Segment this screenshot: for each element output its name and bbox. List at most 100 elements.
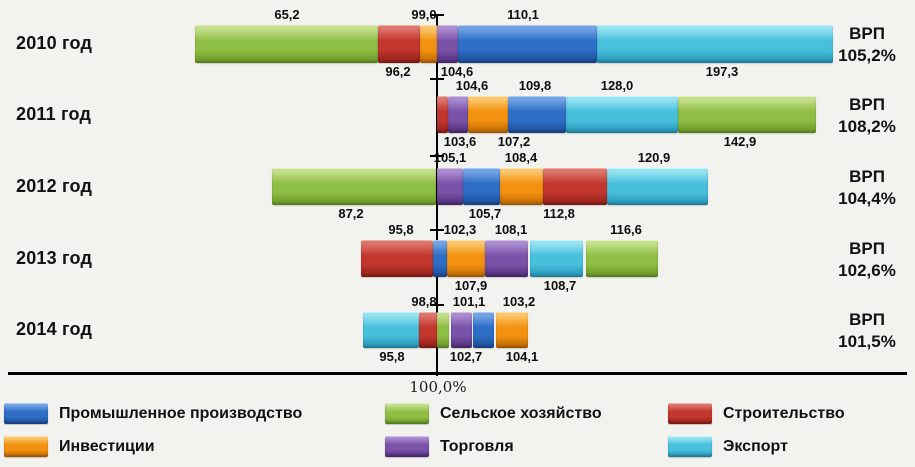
- bar-segment-orange: [500, 168, 543, 205]
- value-label: 128,0: [600, 78, 634, 93]
- bar-segment-orange: [420, 25, 437, 63]
- axis-tick: [430, 304, 444, 306]
- bar-segment-purple: [437, 168, 463, 205]
- value-label: 104,6: [440, 64, 474, 79]
- year-label: 2012 год: [16, 175, 93, 196]
- axis-tick: [430, 78, 444, 80]
- vrp-label: ВРП 108,2%: [822, 94, 912, 138]
- value-label: 107,2: [497, 134, 531, 149]
- legend-item-export: Экспорт: [668, 436, 788, 457]
- bar-segment-green: [678, 96, 816, 133]
- vrp-label-title: ВРП: [849, 166, 885, 186]
- bar-segment-green: [437, 312, 449, 348]
- value-label: 197,3: [705, 64, 739, 79]
- year-label: 2013 год: [16, 247, 93, 268]
- legend-label-export: Экспорт: [723, 437, 788, 455]
- value-label: 99,0: [411, 7, 437, 22]
- bar-segment-green: [272, 168, 436, 205]
- bar-segment-purple: [448, 96, 468, 133]
- year-label: 2011 год: [16, 103, 92, 124]
- value-label: 109,8: [518, 78, 552, 93]
- value-label: 103,2: [502, 294, 536, 309]
- bar-segment-purple: [485, 240, 528, 277]
- bar-segment-orange: [496, 312, 528, 348]
- vrp-label: ВРП 102,6%: [822, 238, 912, 282]
- legend-item-trade: Торговля: [385, 436, 514, 457]
- vrp-label: ВРП 101,5%: [822, 309, 912, 353]
- bar-segment-red: [378, 25, 420, 63]
- legend-label-agriculture: Сельское хозяйство: [440, 404, 602, 422]
- vrp-label-value: 104,4%: [838, 188, 896, 208]
- bar-segment-blue: [463, 168, 500, 205]
- value-label: 103,6: [443, 134, 477, 149]
- value-label: 102,3: [443, 222, 477, 237]
- bar-segment-blue: [458, 25, 597, 63]
- bar-segment-red: [437, 96, 448, 133]
- bar-segment-green: [195, 25, 378, 63]
- vrp-label-value: 105,2%: [838, 46, 896, 65]
- bar-segment-cyan: [607, 168, 708, 205]
- year-label: 2010 год: [16, 33, 93, 53]
- legend-swatch-export: [668, 436, 712, 457]
- value-label: 95,8: [388, 222, 414, 237]
- legend-item-industry: Промышленное производство: [4, 403, 302, 424]
- vrp-label-value: 108,2%: [838, 116, 896, 136]
- bar-segment-blue: [473, 312, 494, 348]
- legend-label-construction: Строительство: [723, 404, 845, 422]
- legend-item-investments: Инвестиции: [4, 436, 155, 457]
- legend-label-trade: Торговля: [440, 437, 514, 455]
- value-label: 98,8: [411, 294, 437, 309]
- vrp-label-title: ВРП: [849, 238, 885, 258]
- vrp-label-value: 101,5%: [838, 332, 896, 351]
- bar-segment-green: [586, 240, 658, 277]
- bar-segment-blue: [508, 96, 566, 133]
- bar-segment-red: [419, 312, 437, 348]
- axis-baseline: [8, 372, 907, 375]
- value-label: 102,7: [449, 349, 483, 364]
- vrp-label: ВРП 105,2%: [822, 23, 912, 67]
- legend-label-industry: Промышленное производство: [59, 404, 303, 422]
- legend-swatch-construction: [668, 403, 712, 424]
- value-label: 112,8: [543, 206, 575, 221]
- value-label: 107,9: [454, 278, 488, 293]
- axis-tick: [430, 229, 444, 231]
- legend-swatch-trade: [385, 436, 429, 457]
- legend-swatch-investments: [4, 436, 48, 457]
- value-label: 110,1: [507, 7, 539, 22]
- bar-segment-purple: [451, 312, 472, 348]
- axis-tick: [430, 155, 444, 157]
- legend-item-agriculture: Сельское хозяйство: [385, 403, 602, 424]
- legend-swatch-industry: [4, 403, 48, 424]
- year-label: 2014 год: [16, 319, 93, 339]
- bar-segment-cyan: [530, 240, 583, 277]
- bar-segment-red: [543, 168, 607, 205]
- value-label: 108,1: [494, 222, 528, 237]
- legend-item-construction: Строительство: [668, 403, 845, 424]
- value-label: 65,2: [274, 7, 300, 22]
- axis-tick: [430, 14, 444, 16]
- bar-segment-cyan: [363, 312, 419, 348]
- bar-segment-cyan: [597, 25, 833, 63]
- legend-label-investments: Инвестиции: [59, 437, 155, 455]
- legend-swatch-agriculture: [385, 403, 429, 424]
- vrp-label-title: ВРП: [849, 24, 885, 43]
- value-label: 95,8: [379, 349, 405, 364]
- value-label: 120,9: [637, 150, 671, 165]
- value-label: 104,6: [455, 78, 489, 93]
- value-label: 108,7: [543, 278, 577, 293]
- bar-segment-orange: [468, 96, 508, 133]
- value-label: 101,1: [452, 294, 486, 309]
- vrp-label-title: ВРП: [849, 310, 885, 329]
- bar-segment-blue: [433, 240, 447, 277]
- value-label: 142,9: [723, 134, 757, 149]
- value-label: 108,4: [504, 150, 538, 165]
- value-label: 105,1: [433, 150, 467, 165]
- value-label: 105,7: [468, 206, 502, 221]
- value-label: 116,6: [610, 222, 642, 237]
- bar-segment-purple: [437, 25, 458, 63]
- bar-segment-cyan: [566, 96, 678, 133]
- axis-100-label: 100,0%: [409, 378, 467, 396]
- value-label: 104,1: [505, 349, 539, 364]
